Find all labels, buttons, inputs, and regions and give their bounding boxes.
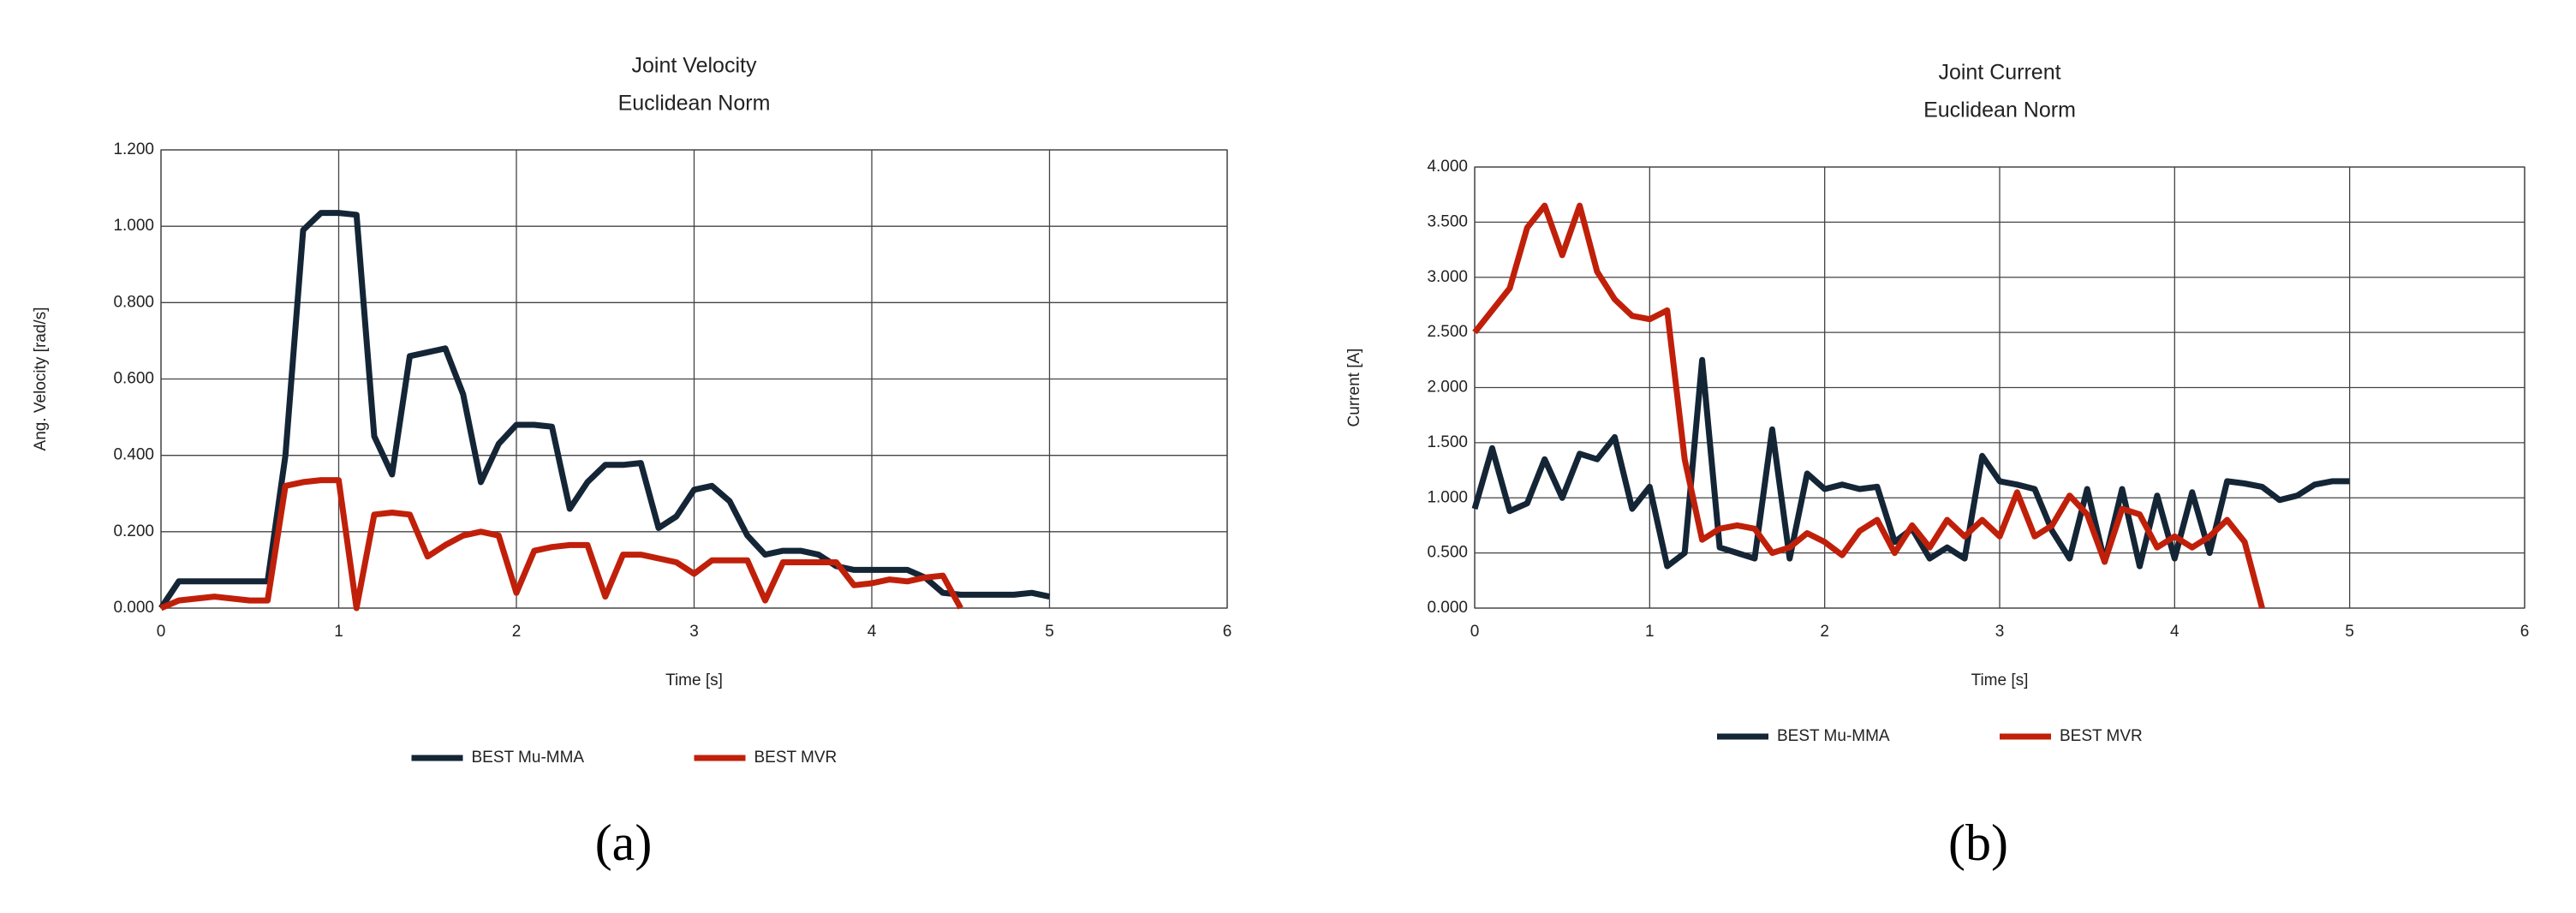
y-tick-label: 1.500 (1427, 433, 1468, 451)
panel-label: (b) (1948, 815, 2008, 871)
y-tick-label: 4.000 (1427, 158, 1468, 176)
y-tick-label: 3.500 (1427, 212, 1468, 230)
chart-title: Joint Velocity (632, 54, 757, 78)
chart: Joint Current Euclidean Norm 0.000 0.500 1.0… (1345, 61, 2529, 871)
x-tick-label: 1 (334, 623, 343, 641)
x-tick-label: 2 (512, 623, 522, 641)
data-line (159, 477, 963, 612)
x-tick-label: 4 (868, 623, 877, 641)
data-line (158, 210, 1051, 610)
chart: Joint Velocity Euclidean Norm 0.000 0.200 0.… (32, 54, 1231, 871)
x-tick-label: 5 (1045, 623, 1054, 641)
legend-label: BEST MVR (754, 749, 838, 767)
data-line (1471, 356, 2350, 570)
x-tick-label: 6 (1223, 623, 1232, 641)
y-tick-label: 1.200 (113, 140, 154, 158)
x-tick-label: 4 (2170, 623, 2179, 641)
legend-label: BEST MVR (2060, 727, 2143, 745)
x-axis-label: Time [s] (1971, 671, 2029, 689)
legend-label: BEST Mu-MMA (472, 749, 585, 767)
chart-title: Joint Current (1938, 61, 2060, 85)
y-tick-label: 0.000 (1427, 599, 1468, 617)
y-tick-label: 0.200 (113, 522, 154, 540)
panel-label: (a) (595, 815, 653, 871)
x-tick-label: 0 (1470, 623, 1480, 641)
data-line (1472, 202, 2265, 609)
y-tick-label: 0.600 (113, 370, 154, 388)
x-tick-label: 5 (2345, 623, 2354, 641)
y-axis-label: Current [A] (1345, 349, 1363, 427)
y-tick-label: 2.500 (1427, 323, 1468, 341)
x-tick-label: 2 (1820, 623, 1829, 641)
x-tick-label: 1 (1645, 623, 1655, 641)
x-axis-label: Time [s] (665, 671, 723, 689)
chart-subtitle: Euclidean Norm (618, 92, 771, 116)
chart-subtitle: Euclidean Norm (1923, 98, 2076, 122)
y-tick-label: 1.000 (1427, 488, 1468, 506)
y-tick-label: 0.000 (113, 599, 154, 617)
y-tick-label: 3.000 (1427, 268, 1468, 286)
legend-label: BEST Mu-MMA (1777, 727, 1890, 745)
y-tick-label: 2.000 (1427, 379, 1468, 397)
x-tick-label: 6 (2520, 623, 2530, 641)
x-tick-label: 0 (157, 623, 166, 641)
x-tick-label: 3 (1995, 623, 2005, 641)
x-tick-label: 3 (689, 623, 699, 641)
y-tick-label: 0.400 (113, 446, 154, 464)
y-tick-label: 1.000 (113, 217, 154, 235)
y-tick-label: 0.800 (113, 293, 154, 311)
y-axis-label: Ang. Velocity [rad/s] (32, 307, 50, 451)
y-tick-label: 0.500 (1427, 544, 1468, 562)
